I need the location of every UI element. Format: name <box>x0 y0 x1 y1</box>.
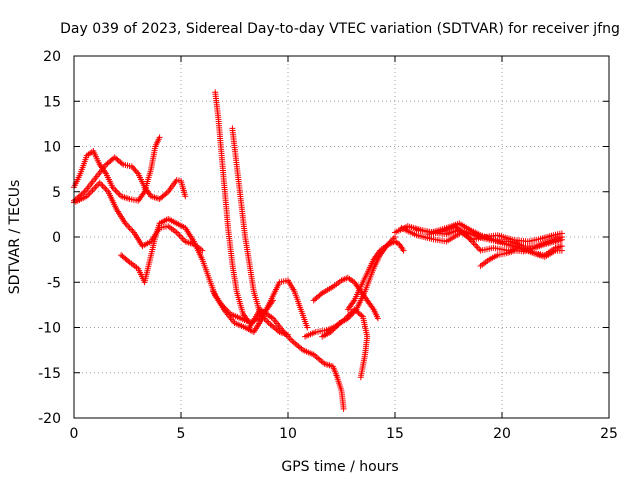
x-tick-label: 5 <box>177 426 186 442</box>
x-tick-label: 0 <box>70 426 79 442</box>
x-tick-label: 10 <box>279 426 297 442</box>
data-point-markers <box>310 274 381 322</box>
x-axis-label: GPS time / hours <box>281 459 398 475</box>
series-track-6 <box>229 125 291 338</box>
data-point-markers <box>477 236 565 269</box>
y-tick-label: 10 <box>43 140 61 156</box>
series-track-8 <box>246 306 347 412</box>
series-track-12 <box>319 234 398 340</box>
series-track-11 <box>344 238 407 313</box>
y-tick-label: 20 <box>43 49 61 65</box>
y-tick-label: -15 <box>38 366 61 382</box>
x-tick-label: 25 <box>600 426 618 442</box>
x-tick-label: 15 <box>386 426 404 442</box>
y-tick-label: -20 <box>38 411 61 427</box>
y-tick-label: 15 <box>43 94 61 110</box>
data-point-markers <box>229 125 291 338</box>
data-point-markers <box>302 306 371 381</box>
chart-title: Day 039 of 2023, Sidereal Day-to-day VTE… <box>60 21 620 37</box>
series-track-17 <box>477 236 565 269</box>
y-tick-label: 5 <box>52 185 61 201</box>
y-tick-label: -5 <box>47 275 61 291</box>
data-marks <box>71 89 565 412</box>
data-point-markers <box>319 234 398 340</box>
series-track-9 <box>302 306 371 381</box>
data-point-markers <box>246 306 347 412</box>
series-track-7 <box>210 277 311 335</box>
y-tick-label: -10 <box>38 321 61 337</box>
axes-ticks: 0 5 10 15 20 25 -20 -15 -10 -5 0 5 10 15 20 <box>38 49 618 442</box>
data-point-markers <box>210 277 311 335</box>
y-tick-label: 0 <box>52 230 61 246</box>
y-axis-label: SDTVAR / TECUs <box>7 180 23 295</box>
data-point-markers <box>344 238 407 313</box>
series-track-10 <box>310 274 381 322</box>
x-tick-label: 20 <box>493 426 511 442</box>
